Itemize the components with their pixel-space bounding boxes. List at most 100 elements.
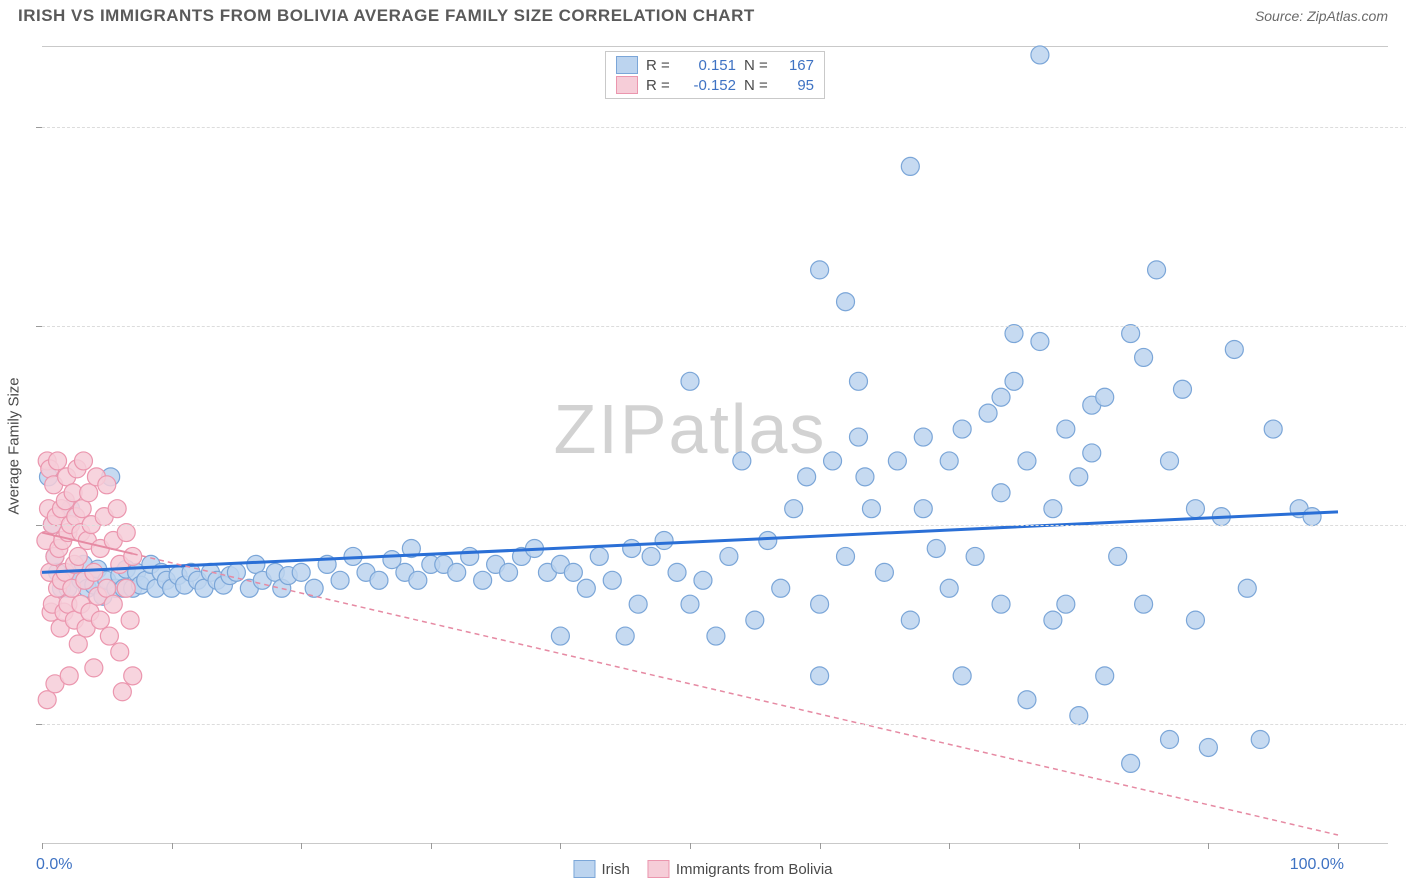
chart-container: ZIPatlas R = 0.151 N = 167 R = -0.152 N …: [42, 46, 1388, 844]
data-point: [992, 388, 1010, 406]
data-point: [1135, 348, 1153, 366]
data-point: [117, 579, 135, 597]
data-point: [849, 372, 867, 390]
data-point: [500, 563, 518, 581]
data-point: [98, 579, 116, 597]
data-point: [992, 595, 1010, 613]
legend-r-value: 0.151: [682, 57, 736, 74]
data-point: [746, 611, 764, 629]
y-tick-label: 3.50: [1391, 516, 1406, 533]
data-point: [759, 532, 777, 550]
grid-line: [42, 525, 1406, 526]
data-point: [1161, 452, 1179, 470]
grid-line: [42, 127, 1406, 128]
x-tick: [172, 843, 173, 849]
data-point: [1251, 731, 1269, 749]
data-point: [49, 452, 67, 470]
data-point: [1005, 325, 1023, 343]
data-point: [590, 547, 608, 565]
data-point: [1096, 667, 1114, 685]
data-point: [1303, 508, 1321, 526]
chart-header: IRISH VS IMMIGRANTS FROM BOLIVIA AVERAGE…: [0, 0, 1406, 36]
data-point: [720, 547, 738, 565]
data-point: [91, 611, 109, 629]
data-point: [1018, 691, 1036, 709]
data-point: [1005, 372, 1023, 390]
data-point: [888, 452, 906, 470]
data-point: [1070, 468, 1088, 486]
data-point: [681, 595, 699, 613]
data-point: [69, 635, 87, 653]
y-tick: [36, 326, 42, 327]
legend-r-label: R =: [646, 77, 674, 94]
data-point: [772, 579, 790, 597]
x-axis-max-label: 100.0%: [1290, 856, 1344, 874]
data-point: [953, 420, 971, 438]
data-point: [642, 547, 660, 565]
data-point: [824, 452, 842, 470]
data-point: [901, 157, 919, 175]
data-point: [1186, 611, 1204, 629]
data-point: [856, 468, 874, 486]
data-point: [305, 579, 323, 597]
data-point: [1264, 420, 1282, 438]
data-point: [1109, 547, 1127, 565]
data-point: [124, 667, 142, 685]
data-point: [1018, 452, 1036, 470]
data-point: [98, 476, 116, 494]
data-point: [247, 555, 265, 573]
data-point: [733, 452, 751, 470]
data-point: [629, 595, 647, 613]
data-point: [80, 484, 98, 502]
data-point: [1122, 325, 1140, 343]
y-tick: [36, 525, 42, 526]
data-point: [1148, 261, 1166, 279]
legend-swatch: [648, 860, 670, 878]
x-tick: [820, 843, 821, 849]
data-point: [69, 547, 87, 565]
data-point: [940, 579, 958, 597]
data-point: [38, 691, 56, 709]
data-point: [1135, 595, 1153, 613]
chart-source: Source: ZipAtlas.com: [1255, 8, 1388, 24]
data-point: [837, 293, 855, 311]
data-point: [1070, 707, 1088, 725]
legend-swatch: [616, 56, 638, 74]
data-point: [113, 683, 131, 701]
grid-line: [42, 326, 1406, 327]
x-tick: [949, 843, 950, 849]
data-point: [1186, 500, 1204, 518]
data-point: [785, 500, 803, 518]
legend-n-value: 167: [780, 57, 814, 74]
data-point: [292, 563, 310, 581]
trend-line-dashed: [133, 554, 1338, 835]
data-point: [707, 627, 725, 645]
data-point: [104, 595, 122, 613]
data-point: [1031, 46, 1049, 64]
trend-line: [42, 512, 1338, 572]
data-point: [811, 667, 829, 685]
data-point: [681, 372, 699, 390]
legend-n-label: N =: [744, 57, 772, 74]
legend-row: R = -0.152 N = 95: [616, 75, 814, 95]
data-point: [979, 404, 997, 422]
data-point: [811, 595, 829, 613]
data-point: [1161, 731, 1179, 749]
x-tick: [1338, 843, 1339, 849]
data-point: [837, 547, 855, 565]
data-point: [1199, 738, 1217, 756]
data-point: [798, 468, 816, 486]
y-tick: [36, 724, 42, 725]
correlation-legend: R = 0.151 N = 167 R = -0.152 N = 95: [605, 51, 825, 99]
data-point: [862, 500, 880, 518]
data-point: [85, 659, 103, 677]
data-point: [849, 428, 867, 446]
data-point: [875, 563, 893, 581]
data-point: [1083, 444, 1101, 462]
data-point: [74, 452, 92, 470]
y-axis-title: Average Family Size: [6, 377, 23, 514]
data-point: [474, 571, 492, 589]
x-tick: [1079, 843, 1080, 849]
data-point: [121, 611, 139, 629]
x-tick: [301, 843, 302, 849]
